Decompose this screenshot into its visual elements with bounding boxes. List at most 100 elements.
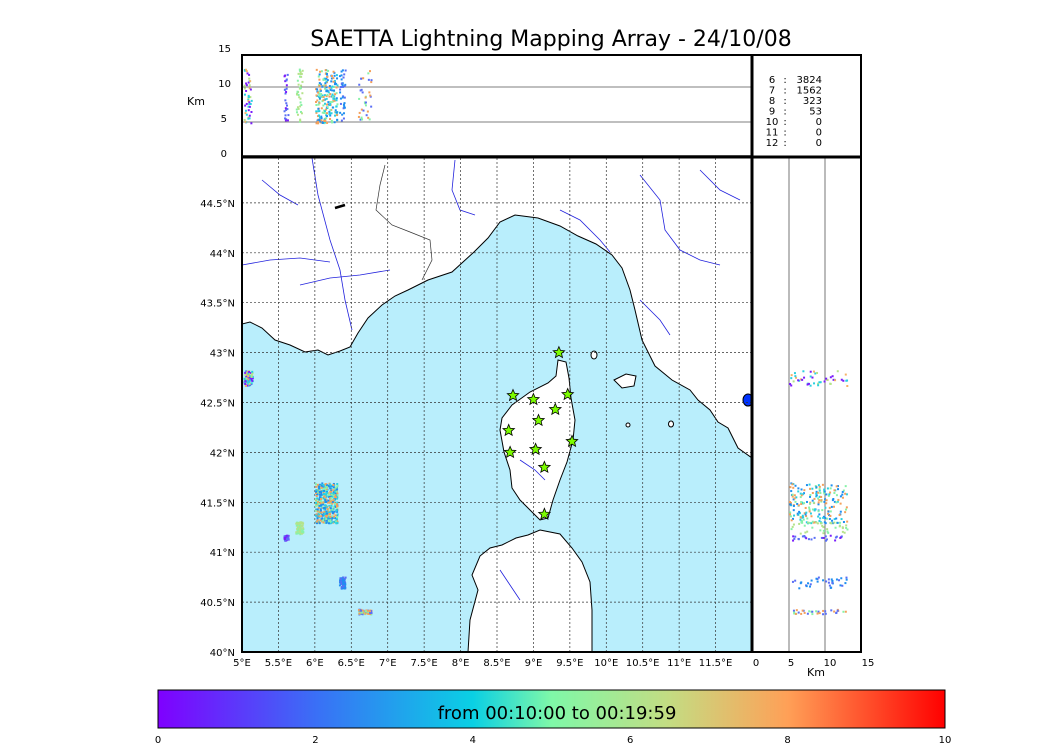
- lightning-point-height: [300, 72, 303, 75]
- lightning-point: [285, 538, 288, 541]
- height-lightning-points: [243, 68, 373, 125]
- lightning-point-side: [811, 491, 814, 494]
- lightning-point-side: [810, 579, 813, 582]
- lightning-point-height: [321, 111, 324, 114]
- lightning-point-side: [815, 494, 818, 497]
- lightning-point-side: [831, 499, 834, 502]
- lightning-point-side: [840, 518, 843, 521]
- lightning-point: [327, 522, 330, 525]
- lightning-point-side: [816, 580, 819, 583]
- lightning-point-height: [323, 94, 326, 97]
- lightning-point-side: [789, 515, 792, 518]
- lightning-point-side: [825, 493, 828, 496]
- lightning-point: [318, 483, 321, 486]
- lightning-point-side: [826, 528, 829, 531]
- lightning-point: [325, 504, 328, 507]
- colorbar-label: from 00:10:00 to 00:19:59: [438, 703, 677, 724]
- lightning-point: [330, 496, 333, 499]
- lightning-point-height: [342, 107, 345, 110]
- lightning-point-side: [798, 512, 801, 515]
- lightning-point-side: [794, 500, 797, 503]
- lightning-point-height: [342, 103, 345, 106]
- lightning-point-side: [803, 524, 806, 527]
- lightning-point-side: [804, 513, 807, 516]
- lightning-point: [244, 371, 247, 374]
- lightning-point-height: [315, 104, 318, 107]
- lightning-point: [336, 507, 339, 510]
- lightning-point-height: [331, 100, 334, 103]
- lightning-point: [317, 506, 320, 509]
- lightning-point-height: [329, 88, 332, 91]
- lightning-point-side: [790, 374, 793, 377]
- lightning-point-height: [334, 114, 337, 117]
- lat-tick-label: 42.5°N: [200, 399, 235, 410]
- lightning-point: [325, 516, 328, 519]
- lightning-point-side: [841, 496, 844, 499]
- lightning-point: [323, 487, 326, 490]
- lightning-point-side: [815, 610, 818, 613]
- lightning-point-side: [805, 500, 808, 503]
- lightning-point-height: [339, 97, 342, 100]
- lightning-point: [333, 510, 336, 513]
- lightning-point-height: [318, 114, 321, 117]
- lightning-point-height: [341, 84, 344, 87]
- lightning-point-side: [811, 508, 814, 511]
- lightning-point: [334, 514, 337, 517]
- lightning-point-height: [247, 105, 250, 108]
- lightning-point-height: [298, 75, 301, 78]
- lightning-point-side: [831, 579, 834, 582]
- station-star: [531, 413, 546, 427]
- lightning-point-side: [814, 485, 817, 488]
- lightning-point-height: [324, 102, 327, 105]
- lightning-point: [298, 528, 301, 531]
- lightning-point-height: [358, 83, 361, 86]
- lightning-point-height: [336, 84, 339, 87]
- lightning-point-side: [803, 512, 806, 515]
- colorbar-ticks: 0 2 4 6 8 10: [155, 735, 952, 746]
- lightning-point-height: [320, 115, 323, 118]
- lightning-point-height: [330, 112, 333, 115]
- lon-tick-label: 5°E: [233, 658, 251, 669]
- lightning-point-height: [299, 118, 302, 121]
- lightning-point-height: [362, 109, 365, 112]
- lightning-point: [323, 508, 326, 511]
- lightning-point-height: [247, 117, 250, 120]
- lightning-point-side: [792, 486, 795, 489]
- lightning-point-side: [810, 522, 813, 525]
- lightning-point: [297, 522, 300, 525]
- lightning-point: [325, 493, 328, 496]
- lightning-point-height: [295, 108, 298, 111]
- lightning-point: [340, 577, 343, 580]
- lightning-point-side: [803, 489, 806, 492]
- count-value: 0: [816, 138, 822, 149]
- lightning-point-height: [285, 104, 288, 107]
- lightning-point: [328, 511, 331, 514]
- lightning-point-height: [327, 69, 330, 72]
- lightning-point-height: [323, 119, 326, 122]
- lightning-point-height: [317, 103, 320, 106]
- lightning-point-side: [822, 613, 825, 616]
- lightning-point: [315, 508, 318, 511]
- lightning-point-side: [822, 532, 825, 535]
- lightning-point: [320, 500, 323, 503]
- lightning-point-height: [340, 119, 343, 122]
- lightning-point-height: [323, 111, 326, 114]
- lake: [742, 393, 752, 407]
- station-markers: [502, 345, 579, 520]
- lightning-point-height: [247, 109, 250, 112]
- lightning-point-side: [802, 609, 805, 612]
- lightning-point-side: [811, 610, 814, 613]
- lightning-point-side: [823, 492, 826, 495]
- lightning-point-side: [811, 520, 814, 523]
- lightning-point: [336, 482, 339, 485]
- lightning-point-height: [248, 77, 251, 80]
- lightning-point-height: [314, 88, 317, 91]
- lightning-point: [329, 483, 332, 486]
- lightning-point: [316, 515, 319, 518]
- lightning-point: [301, 524, 304, 527]
- lightning-point-height: [318, 90, 321, 93]
- lightning-point-height: [368, 91, 371, 94]
- lightning-point-height: [343, 85, 346, 88]
- lightning-point: [244, 374, 247, 377]
- lightning-point-side: [816, 578, 819, 581]
